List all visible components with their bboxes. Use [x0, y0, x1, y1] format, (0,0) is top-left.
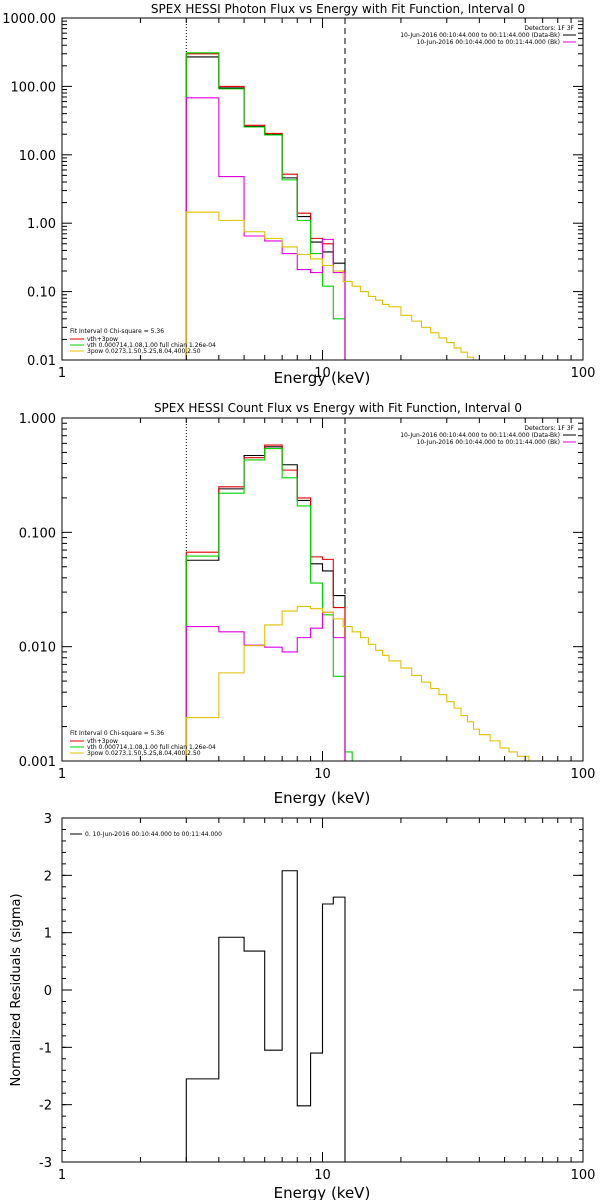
y-tick-label: 1000.00 [2, 12, 56, 27]
count-fit-entry-3pow: 3pow 0.0273,1.50,5.25,8.04,400,2.50 [87, 750, 201, 757]
photon-fit-entry-vth: vth 0.000714,1.08,1.00 full chian 1.26e-… [87, 342, 216, 349]
y-tick-label: 1.00 [27, 217, 56, 232]
count-fit-legend: Fit Interval 0 Chi-square = 5.36 vth+3po… [70, 730, 216, 757]
count-plot-title: SPEX HESSI Count Flux vs Energy with Fit… [154, 401, 522, 415]
residuals-plot-marks [185, 870, 346, 1162]
series-3pow [185, 605, 530, 761]
series-0-10-jun-2016-00-10-44-000-to-00-11-44-0 [185, 870, 346, 1162]
x-tick-label: 10 [314, 767, 331, 782]
x-tick-label: 10 [314, 1168, 331, 1183]
count-legend-heading: Detectors: 1F 3F [524, 425, 574, 432]
photon-top-legend: Detectors: 1F 3F 10-Jun-2016 00:10:44.00… [400, 25, 576, 46]
photon-fit-heading: Fit Interval 0 Chi-square = 5.36 [70, 328, 164, 335]
series-vth [185, 52, 346, 360]
y-tick-label: 3 [44, 812, 52, 827]
x-tick-label: 100 [571, 767, 596, 782]
count-legend-entry-bk: 10-Jun-2016 00:10:44.000 to 00:11:44.000… [417, 439, 560, 446]
residuals-plot-ticks: 1 10 100 -3 -2 -1 0 1 2 3 [39, 812, 595, 1183]
series-vth-3pow [185, 53, 346, 360]
photon-legend-heading: Detectors: 1F 3F [524, 25, 574, 32]
y-tick-label: 100.00 [11, 80, 57, 95]
y-tick-label: 1.000 [19, 412, 56, 427]
count-plot-ticks: 1 10 100 0.001 0.010 0.100 1.000 [19, 412, 596, 782]
y-tick-label: 0.001 [19, 755, 56, 770]
y-tick-label: 0.10 [27, 286, 56, 301]
photon-flux-plot: SPEX HESSI Photon Flux vs Energy with Fi… [2, 2, 595, 387]
y-tick-label: 0.010 [19, 641, 56, 656]
photon-plot-ticks: 1 10 100 0.01 0.10 1.00 10.00 100.00 1000.00 [2, 12, 595, 381]
photon-legend-entry-data: 10-Jun-2016 00:10:44.000 to 00:11:44.000… [400, 32, 560, 39]
residuals-plot-xlabel: Energy (keV) [274, 1184, 371, 1200]
photon-fit-legend: Fit Interval 0 Chi-square = 5.36 vth+3po… [70, 328, 216, 355]
count-top-legend: Detectors: 1F 3F 10-Jun-2016 00:10:44.00… [400, 425, 576, 446]
photon-legend-entry-bk: 10-Jun-2016 00:10:44.000 to 00:11:44.000… [417, 39, 560, 46]
count-flux-plot: SPEX HESSI Count Flux vs Energy with Fit… [19, 401, 596, 807]
residuals-legend-entry: 0. 10-Jun-2016 00:10:44.000 to 00:11:44.… [85, 831, 222, 838]
y-tick-label: -2 [39, 1099, 52, 1114]
photon-fit-entry-total: vth+3pow [87, 336, 118, 343]
y-tick-label: 2 [44, 869, 52, 884]
photon-plot-xlabel: Energy (keV) [274, 369, 371, 387]
x-tick-label: 1 [58, 767, 66, 782]
y-tick-label: 1 [44, 927, 52, 942]
series-3pow [185, 211, 491, 361]
count-fit-entry-vth: vth 0.000714,1.08,1.00 full chian 1.26e-… [87, 744, 216, 751]
photon-plot-marks [185, 18, 491, 361]
residuals-plot-ylabel: Normalized Residuals (sigma) [9, 893, 24, 1086]
count-legend-entry-data: 10-Jun-2016 00:10:44.000 to 00:11:44.000… [400, 432, 560, 439]
series-vth [185, 448, 353, 761]
series-10-jun-2016-00-10-44-000-to-00-11-44-000 [185, 56, 346, 360]
photon-plot-title: SPEX HESSI Photon Flux vs Energy with Fi… [151, 2, 525, 16]
y-tick-label: 0 [44, 984, 52, 999]
y-tick-label: 0.100 [19, 526, 56, 541]
series-10-jun-2016-00-10-44-000-to-00-11-44-000 [185, 97, 346, 360]
y-tick-label: 10.00 [19, 149, 56, 164]
count-plot-xlabel: Energy (keV) [274, 789, 371, 807]
photon-plot-frame [61, 17, 584, 361]
residuals-plot: 1 10 100 -3 -2 -1 0 1 2 3 Energy (keV) Normalized… [9, 812, 595, 1200]
y-tick-label: -1 [39, 1041, 52, 1056]
y-tick-label: 0.01 [27, 354, 56, 369]
photon-fit-entry-3pow: 3pow 0.0273,1.50,5.25,8.04,400,2.50 [87, 348, 201, 355]
x-tick-label: 100 [571, 366, 596, 381]
x-tick-label: 1 [58, 1168, 66, 1183]
series-10-jun-2016-00-10-44-000-to-00-11-44-000 [185, 611, 346, 761]
series-10-jun-2016-00-10-44-000-to-00-11-44-000 [185, 446, 346, 761]
residuals-legend: 0. 10-Jun-2016 00:10:44.000 to 00:11:44.… [70, 831, 222, 838]
x-tick-label: 100 [571, 1168, 596, 1183]
count-fit-heading: Fit Interval 0 Chi-square = 5.36 [70, 730, 164, 737]
series-vth-3pow [185, 444, 346, 761]
count-plot-marks [185, 418, 530, 761]
count-fit-entry-total: vth+3pow [87, 738, 118, 745]
y-tick-label: -3 [39, 1156, 52, 1171]
x-tick-label: 10 [314, 366, 331, 381]
x-tick-label: 1 [58, 366, 66, 381]
